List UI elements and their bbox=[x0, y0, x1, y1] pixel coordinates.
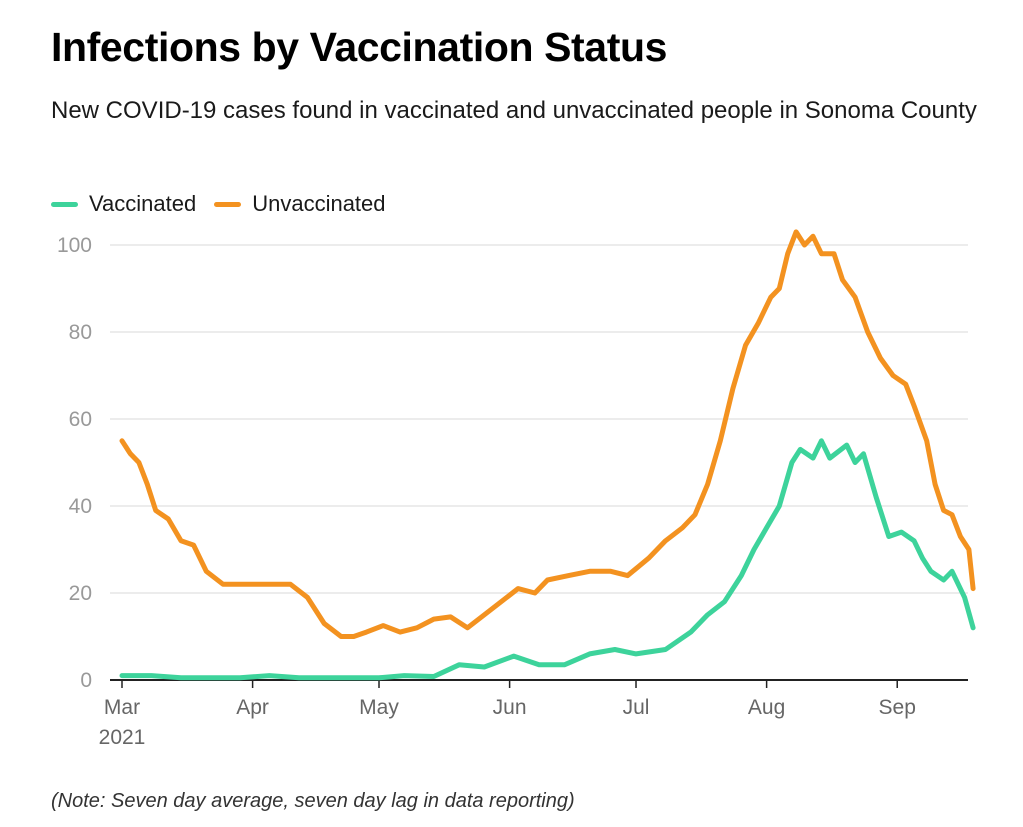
y-tick-label: 80 bbox=[69, 321, 92, 344]
x-tick-label: Sep bbox=[879, 696, 916, 719]
y-tick-label: 100 bbox=[57, 234, 92, 257]
series-line-unvaccinated bbox=[119, 229, 976, 639]
x-tick-sublabel: 2021 bbox=[99, 726, 146, 749]
x-tick-label: May bbox=[359, 696, 399, 719]
x-tick-label: Jun bbox=[493, 696, 527, 719]
line-chart: 0 20 40 60 80 100 Mar 2021 Apr May Jun Jul Aug Sep bbox=[57, 229, 976, 749]
y-tick-label: 60 bbox=[69, 408, 92, 431]
legend-swatch-unvaccinated bbox=[214, 201, 242, 207]
legend-label-unvaccinated: Unvaccinated bbox=[252, 191, 386, 216]
y-tick-label: 0 bbox=[80, 669, 92, 692]
x-tick-label: Mar bbox=[104, 696, 140, 719]
x-tick-label: Jul bbox=[623, 696, 650, 719]
legend-item-vaccinated: Vaccinated bbox=[51, 191, 196, 217]
chart-note: (Note: Seven day average, seven day lag … bbox=[51, 790, 575, 812]
y-tick-label: 20 bbox=[69, 582, 92, 605]
legend-item-unvaccinated: Unvaccinated bbox=[214, 191, 386, 217]
chart-legend: Vaccinated Unvaccinated bbox=[51, 191, 404, 217]
series-line-vaccinated bbox=[119, 438, 976, 681]
legend-swatch-vaccinated bbox=[51, 201, 78, 207]
y-tick-label: 40 bbox=[69, 495, 92, 518]
x-tick-label: Apr bbox=[236, 696, 269, 719]
chart-subtitle: New COVID-19 cases found in vaccinated a… bbox=[51, 97, 977, 124]
x-tick-label: Aug bbox=[748, 696, 785, 719]
chart-title: Infections by Vaccination Status bbox=[51, 24, 668, 70]
legend-label-vaccinated: Vaccinated bbox=[89, 191, 197, 216]
